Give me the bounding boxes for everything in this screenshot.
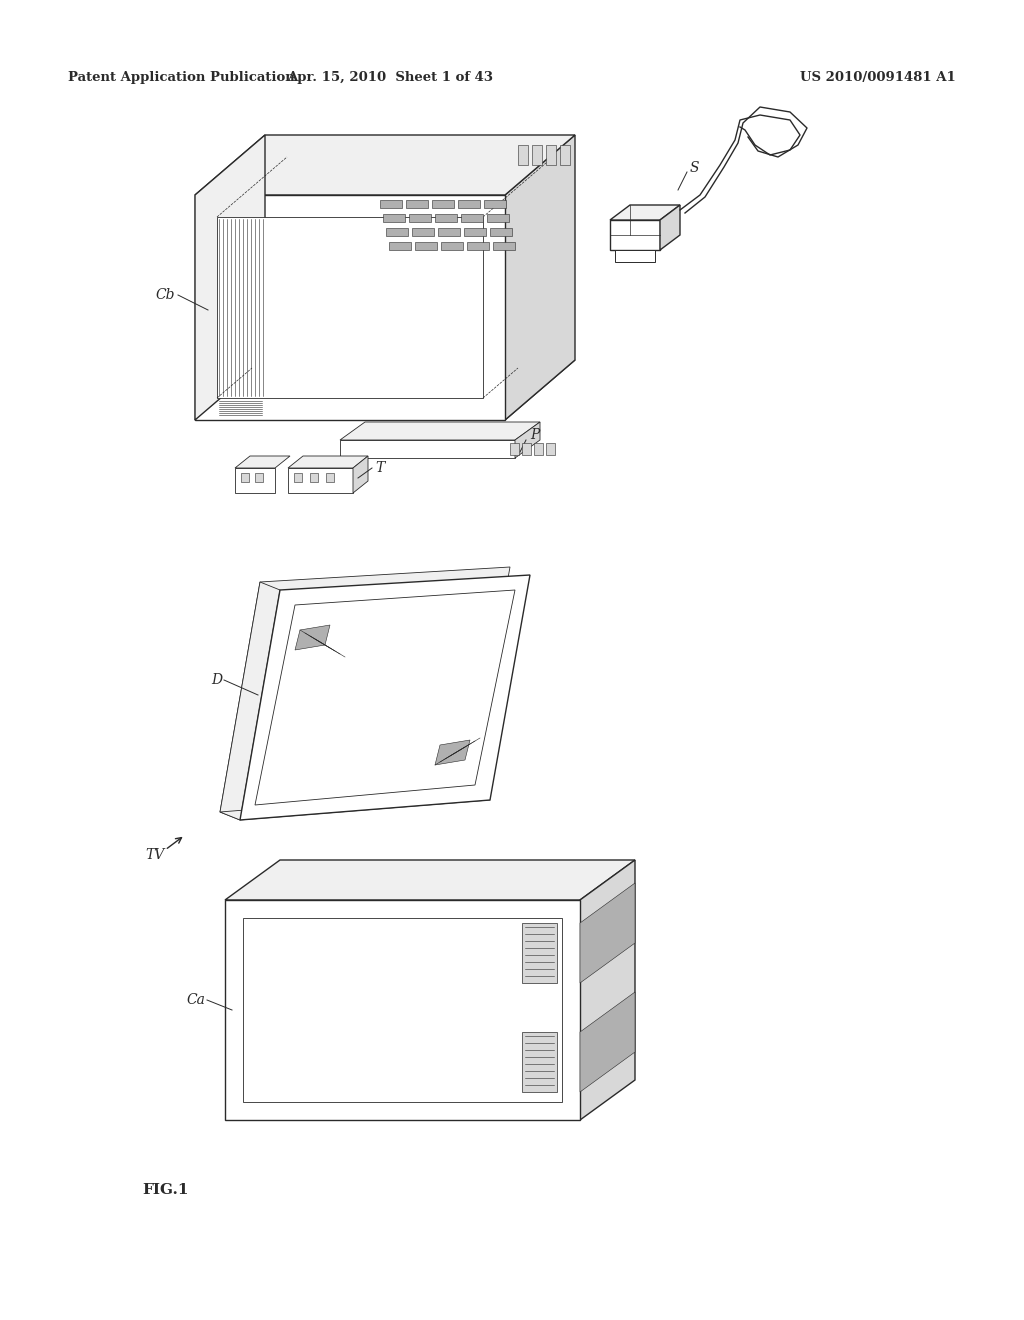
- Polygon shape: [546, 444, 555, 455]
- Polygon shape: [490, 228, 512, 236]
- Text: S: S: [690, 161, 699, 176]
- Polygon shape: [615, 249, 655, 261]
- Polygon shape: [195, 135, 265, 420]
- Polygon shape: [340, 440, 515, 458]
- Polygon shape: [518, 145, 528, 165]
- Polygon shape: [610, 205, 680, 220]
- Text: T: T: [375, 461, 384, 475]
- Text: D: D: [211, 673, 222, 686]
- Text: TV: TV: [145, 847, 165, 862]
- Polygon shape: [389, 242, 411, 249]
- Polygon shape: [435, 214, 457, 222]
- Polygon shape: [380, 201, 402, 209]
- Polygon shape: [386, 228, 408, 236]
- Polygon shape: [340, 422, 540, 440]
- Polygon shape: [195, 360, 575, 420]
- Text: Apr. 15, 2010  Sheet 1 of 43: Apr. 15, 2010 Sheet 1 of 43: [287, 71, 493, 84]
- Polygon shape: [458, 201, 480, 209]
- Polygon shape: [326, 473, 334, 482]
- Polygon shape: [546, 145, 556, 165]
- Text: P: P: [530, 428, 540, 442]
- Polygon shape: [406, 201, 428, 209]
- Polygon shape: [195, 195, 505, 420]
- Polygon shape: [467, 242, 489, 249]
- Polygon shape: [225, 861, 635, 900]
- Polygon shape: [435, 741, 470, 766]
- Polygon shape: [288, 469, 353, 492]
- Polygon shape: [560, 145, 570, 165]
- Polygon shape: [487, 214, 509, 222]
- Polygon shape: [243, 917, 562, 1102]
- Polygon shape: [580, 993, 635, 1092]
- Polygon shape: [225, 900, 580, 1119]
- Polygon shape: [464, 228, 486, 236]
- Polygon shape: [522, 444, 531, 455]
- Polygon shape: [412, 228, 434, 236]
- Polygon shape: [220, 792, 490, 820]
- Polygon shape: [660, 205, 680, 249]
- Text: US 2010/0091481 A1: US 2010/0091481 A1: [800, 71, 955, 84]
- Polygon shape: [353, 455, 368, 492]
- Polygon shape: [294, 473, 302, 482]
- Polygon shape: [234, 469, 275, 492]
- Polygon shape: [505, 135, 575, 420]
- Polygon shape: [415, 242, 437, 249]
- Polygon shape: [522, 923, 557, 983]
- Polygon shape: [510, 444, 519, 455]
- Polygon shape: [255, 473, 263, 482]
- Polygon shape: [532, 145, 542, 165]
- Text: Ca: Ca: [186, 993, 205, 1007]
- Polygon shape: [441, 242, 463, 249]
- Polygon shape: [220, 582, 280, 820]
- Polygon shape: [220, 568, 510, 812]
- Polygon shape: [234, 455, 290, 469]
- Polygon shape: [255, 590, 515, 805]
- Polygon shape: [217, 216, 483, 399]
- Polygon shape: [534, 444, 543, 455]
- Polygon shape: [484, 201, 506, 209]
- Polygon shape: [493, 242, 515, 249]
- Polygon shape: [610, 220, 660, 249]
- Polygon shape: [409, 214, 431, 222]
- Polygon shape: [461, 214, 483, 222]
- Polygon shape: [310, 473, 318, 482]
- Polygon shape: [195, 135, 575, 195]
- Polygon shape: [580, 861, 635, 1119]
- Polygon shape: [295, 624, 330, 649]
- Polygon shape: [288, 455, 368, 469]
- Polygon shape: [522, 1032, 557, 1092]
- Polygon shape: [240, 576, 530, 820]
- Polygon shape: [515, 422, 540, 458]
- Polygon shape: [241, 473, 249, 482]
- Text: Cb: Cb: [156, 288, 175, 302]
- Polygon shape: [432, 201, 454, 209]
- Polygon shape: [438, 228, 460, 236]
- Polygon shape: [383, 214, 406, 222]
- Text: Patent Application Publication: Patent Application Publication: [68, 71, 295, 84]
- Text: FIG.1: FIG.1: [142, 1183, 188, 1197]
- Polygon shape: [580, 883, 635, 983]
